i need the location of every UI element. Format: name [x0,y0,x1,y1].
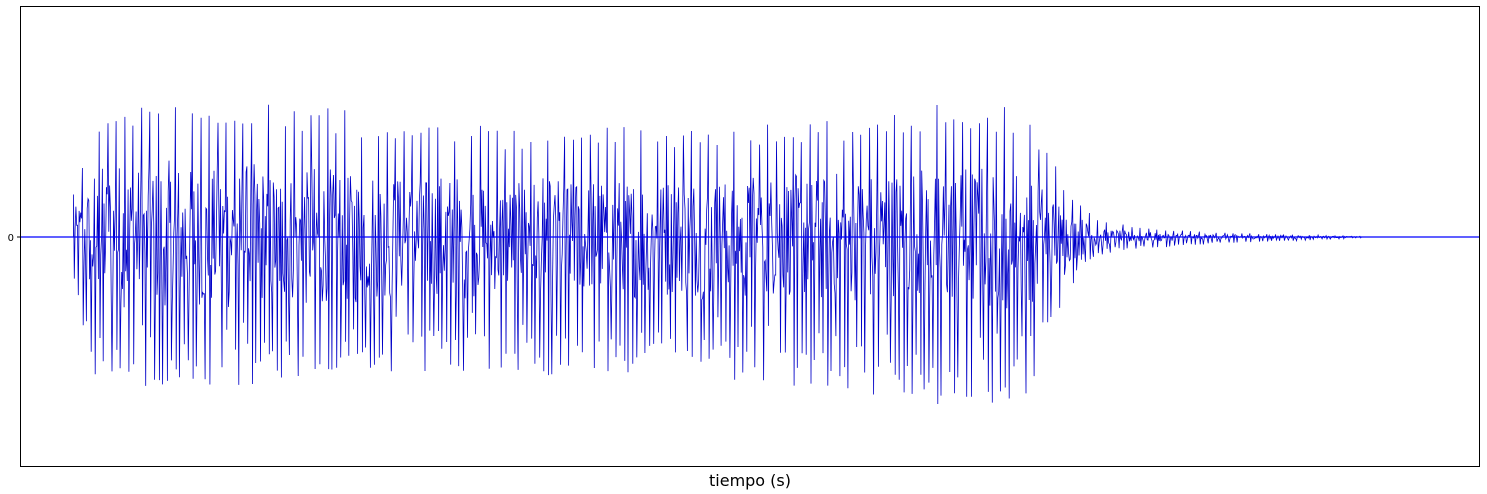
x-axis-label: tiempo (s) [709,471,791,490]
plot-area [21,104,1480,405]
y-tick-label: 0 [8,233,14,244]
waveform-series-line [21,104,1480,405]
y-axis-ticks: 0 [8,233,21,244]
